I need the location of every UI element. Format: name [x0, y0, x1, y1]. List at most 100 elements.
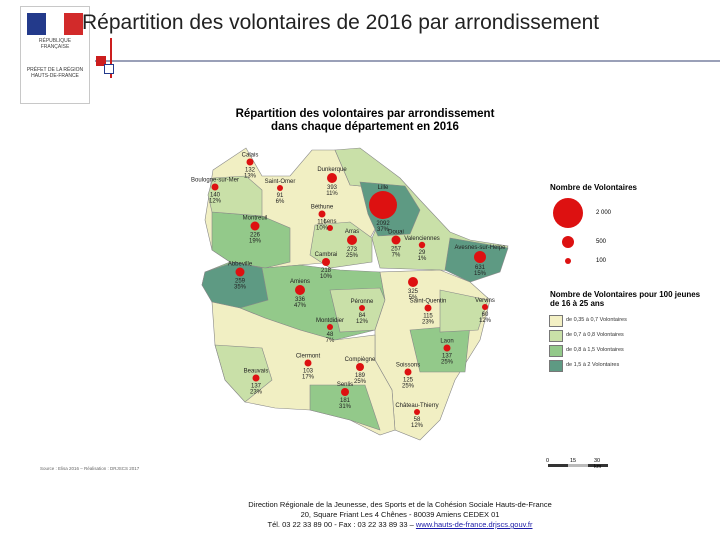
place-rate: 35% [234, 285, 247, 291]
place-name: Saint-Omer [265, 179, 296, 185]
place-name: Amiens [290, 279, 310, 285]
title-accent-square-outline [104, 64, 114, 74]
place-name: Béthune [311, 205, 334, 211]
place-name: Saint-Quentin [410, 299, 447, 305]
footer-line1: Direction Régionale de la Jeunesse, des … [248, 500, 552, 509]
place-name: Laon [440, 339, 453, 345]
place-name: Avesnes-sur-Helpe [455, 245, 507, 251]
place-volunteers: 125 [403, 378, 414, 384]
zone-montreuil [211, 211, 291, 269]
volunteer-bubble [250, 221, 260, 231]
volunteer-bubble [327, 173, 337, 183]
volunteer-bubble [404, 368, 412, 376]
place-volunteers: 336 [295, 297, 306, 303]
volunteer-bubble [443, 344, 451, 352]
place-volunteers: 2092 [376, 221, 390, 227]
scale-label-15: 15 [570, 458, 577, 464]
place-volunteers: 60 [482, 312, 489, 318]
place-volunteers: 631 [475, 265, 486, 271]
place-rate: 5% [409, 295, 418, 301]
place-volunteers: 84 [359, 313, 366, 319]
place-name: Montreuil [243, 216, 268, 222]
place-volunteers: 29 [419, 250, 426, 256]
scale-segment-1 [548, 464, 568, 467]
place-name: Senlis [337, 382, 353, 388]
volunteer-bubbles [211, 158, 488, 415]
volunteer-bubble [418, 241, 426, 249]
place-rate: 47% [294, 303, 307, 309]
legend-size-2000: 2 000 [596, 210, 612, 216]
footer-line2: 20, Square Friant Les 4 Chênes - 80039 A… [300, 510, 500, 519]
logo-prefet-text: PRÉFET DE LA RÉGION HAUTS-DE-FRANCE [26, 67, 84, 79]
place-rate: 13% [244, 174, 257, 180]
place-volunteers: 325 [408, 289, 419, 295]
volunteer-bubble [341, 388, 349, 396]
legend-label-3: de 0,8 à 1,5 Volontaires [566, 347, 624, 353]
volunteer-bubble [318, 210, 326, 218]
scale-label-30: 30 km [594, 458, 602, 470]
place-name: Valenciennes [404, 236, 440, 242]
legend-rate-title: Nombre de Volontaires pour 100 jeunes de… [550, 290, 701, 308]
place-rate: 17% [302, 375, 315, 381]
place-rate: 12% [411, 423, 424, 429]
legend-swatch-4 [549, 360, 563, 372]
title-accent-square [96, 56, 106, 66]
place-volunteers: 137 [442, 354, 453, 360]
place-rate: 10% [320, 274, 333, 280]
scale-segment-3 [588, 464, 608, 467]
title-rule [95, 60, 720, 62]
footer-contact: Tél. 03 22 33 89 00 - Fax : 03 22 33 89 … [267, 520, 416, 529]
volunteer-bubble [327, 225, 333, 231]
place-name: Montdidier [316, 318, 344, 324]
map-title-line1: Répartition des volontaires par arrondis… [235, 108, 495, 120]
volunteer-bubble [482, 304, 488, 310]
place-name: Arras [345, 229, 359, 235]
place-name: Cambrai [315, 252, 338, 258]
zone-senlis [309, 384, 381, 431]
volunteer-bubble [391, 235, 401, 245]
volunteer-bubble [369, 191, 397, 219]
place-name: Péronne [351, 299, 374, 305]
volunteer-bubble [424, 304, 432, 312]
legend-size-title: Nombre de Volontaires [550, 183, 637, 192]
volunteer-bubble [295, 285, 305, 295]
place-volunteers: 140 [210, 193, 221, 199]
volunteer-bubble [246, 158, 254, 166]
place-name: Lens [323, 219, 336, 225]
legend-bubble-2000 [553, 198, 583, 228]
volunteer-bubble [327, 324, 333, 330]
place-name: Château-Thierry [395, 403, 438, 409]
place-rate: 31% [339, 404, 352, 410]
volunteer-bubble [356, 363, 364, 371]
zone-arras [309, 221, 373, 269]
place-rate: 25% [402, 384, 415, 390]
place-rate: 10% [316, 226, 329, 232]
title-accent-vertical [110, 38, 112, 78]
place-rate: 15% [474, 271, 487, 277]
volunteer-bubble [277, 185, 283, 191]
place-volunteers: 181 [340, 398, 351, 404]
scale-label-0: 0 [546, 458, 550, 464]
legend-swatch-1 [549, 315, 563, 327]
place-volunteers: 137 [251, 384, 262, 390]
place-rate: 12% [209, 199, 222, 205]
scale-segment-2 [568, 464, 588, 467]
place-volunteers: 226 [250, 233, 261, 239]
place-rate: 11% [326, 191, 338, 197]
volunteer-bubble [414, 409, 420, 415]
volunteer-bubble [211, 183, 219, 191]
footer-website-link[interactable]: www.hauts-de-france.drjscs.gouv.fr [415, 520, 533, 529]
place-rate: 25% [354, 379, 367, 385]
place-rate: 19% [249, 239, 262, 245]
place-volunteers: 189 [355, 373, 366, 379]
place-rate: 7% [326, 338, 335, 344]
zone-boulogne [207, 175, 263, 217]
volunteer-bubble [235, 267, 245, 277]
legend-swatch-2 [549, 330, 563, 342]
legend-bubble-100 [565, 258, 571, 264]
place-volunteers: 273 [347, 247, 358, 253]
zone-vervins [439, 289, 489, 333]
place-volunteers: 393 [327, 185, 338, 191]
place-rate: 25% [441, 360, 454, 366]
map-title: Répartition des volontaires par arrondis… [180, 108, 550, 134]
